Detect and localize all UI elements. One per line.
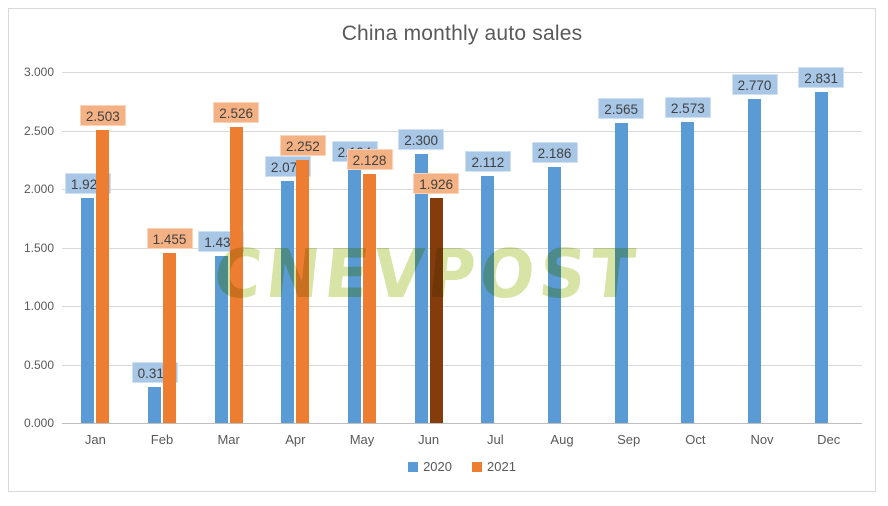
legend-item-2020: 2020 — [408, 459, 452, 474]
bar-2020-may — [348, 166, 361, 423]
y-axis-tick-label: 0.000 — [23, 416, 54, 430]
value-label-2020-aug: 2.186 — [531, 142, 578, 164]
bar-2020-nov — [748, 98, 761, 423]
x-axis-label-jul: Jul — [487, 432, 504, 447]
bar-2020-oct — [681, 121, 695, 423]
gridline — [62, 423, 862, 424]
value-label-2021-feb: 1.455 — [146, 227, 193, 249]
value-label-2020-jul: 2.112 — [464, 150, 511, 172]
bar-2021-jan — [96, 130, 110, 423]
x-axis-label-dec: Dec — [817, 432, 841, 447]
value-label-2020-jun: 2.300 — [398, 128, 445, 150]
value-label-2020-oct: 2.573 — [664, 96, 711, 118]
x-axis-label-may: May — [349, 432, 375, 447]
gridline — [62, 247, 862, 249]
value-label-2021-mar: 2.526 — [213, 102, 260, 124]
bar-2020-dec — [814, 91, 828, 423]
value-label-2020-sep: 2.565 — [598, 97, 645, 119]
gridline — [62, 306, 862, 307]
x-axis-label-jan: Jan — [84, 432, 106, 447]
gridline — [62, 189, 862, 190]
gridline — [62, 364, 862, 366]
bar-2020-sep — [614, 122, 628, 423]
bar-2021-may — [363, 174, 376, 423]
bar-2020-mar — [214, 255, 228, 423]
bar-2020-jan — [81, 197, 95, 423]
x-axis-label-oct: Oct — [685, 432, 706, 447]
bar-2021-mar — [229, 127, 243, 423]
value-label-2021-may: 2.128 — [346, 149, 393, 171]
x-axis-label-aug: Aug — [550, 432, 574, 447]
x-axis-label-feb: Feb — [150, 432, 174, 447]
y-axis-tick-label: 2.000 — [23, 182, 54, 196]
y-axis-tick-label: 0.500 — [23, 357, 54, 372]
y-axis-tick-label: 1.000 — [23, 299, 54, 313]
value-label-2020-nov: 2.770 — [731, 73, 778, 95]
gridline — [62, 72, 862, 73]
y-axis-tick-label: 3.000 — [23, 65, 54, 79]
bar-2020-jul — [481, 175, 495, 423]
x-axis-label-nov: Nov — [750, 432, 774, 447]
bar-2021-feb — [163, 252, 176, 423]
bar-2021-jun — [429, 197, 443, 423]
gridline — [62, 130, 862, 132]
x-axis-label-sep: Sep — [617, 432, 641, 447]
x-axis-label-jun: Jun — [418, 432, 440, 447]
value-label-2021-jan: 2.503 — [79, 105, 126, 127]
value-label-2020-dec: 2.831 — [798, 66, 845, 88]
bar-2020-jun — [414, 153, 428, 423]
y-axis-tick-label: 1.500 — [23, 240, 54, 255]
legend: 2020 2021 — [62, 459, 862, 474]
x-axis-label-mar: Mar — [217, 432, 240, 447]
legend-label: 2021 — [487, 459, 516, 474]
x-axis-label-apr: Apr — [285, 432, 306, 447]
chart-title: China monthly auto sales — [341, 22, 583, 45]
y-axis-tick-label: 2.500 — [23, 123, 54, 138]
bar-2020-aug — [548, 167, 561, 423]
legend-item-2021: 2021 — [472, 459, 516, 474]
bar-2021-apr — [296, 159, 310, 423]
value-label-2021-jun: 1.926 — [413, 172, 460, 194]
legend-swatch-2020 — [408, 461, 419, 472]
bar-2020-apr — [281, 180, 295, 423]
value-label-2021-apr: 2.252 — [279, 134, 326, 156]
legend-swatch-2021 — [472, 461, 482, 472]
legend-label: 2020 — [423, 459, 452, 474]
bar-2020-feb — [148, 386, 161, 423]
